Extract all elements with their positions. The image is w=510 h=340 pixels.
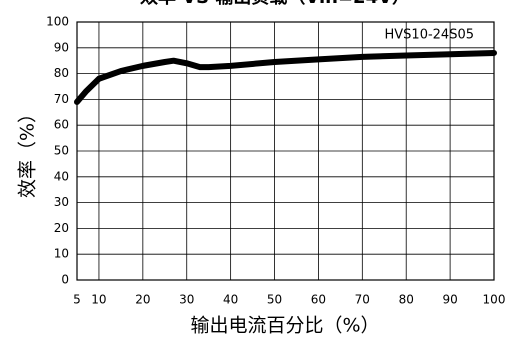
y-tick-label: 0	[61, 273, 69, 287]
x-tick-label: 100	[483, 293, 506, 307]
x-axis-title: 输出电流百分比（%）	[190, 315, 379, 337]
y-axis-title: 效率（%）	[17, 104, 39, 198]
x-tick-label: 50	[267, 293, 282, 307]
data-line	[74, 49, 497, 105]
y-tick-label: 10	[54, 247, 69, 261]
x-tick-label: 30	[179, 293, 194, 307]
chart-title: 效率 VS 输出负载（Vin=24V）	[140, 0, 410, 8]
x-tick-label: 80	[399, 293, 414, 307]
y-tick-label: 40	[54, 169, 69, 183]
y-tick-label: 20	[54, 221, 69, 235]
x-tick-label: 60	[311, 293, 326, 307]
x-tick-label: 5	[73, 293, 81, 307]
y-tick-label: 90	[54, 40, 69, 54]
y-tick-label: 60	[54, 118, 69, 132]
x-tick-label: 10	[91, 293, 106, 307]
y-tick-label: 80	[54, 66, 69, 80]
y-tick-label: 100	[46, 15, 69, 29]
x-tick-label: 90	[442, 293, 457, 307]
y-tick-label: 50	[54, 144, 69, 158]
y-tick-label: 30	[54, 195, 69, 209]
y-tick-label: 70	[54, 92, 69, 106]
plot-frame	[76, 21, 495, 281]
legend-label: HVS10-24S05	[385, 28, 475, 43]
x-tick-label: 70	[355, 293, 370, 307]
x-tick-label: 40	[223, 293, 238, 307]
x-tick-label: 20	[135, 293, 150, 307]
